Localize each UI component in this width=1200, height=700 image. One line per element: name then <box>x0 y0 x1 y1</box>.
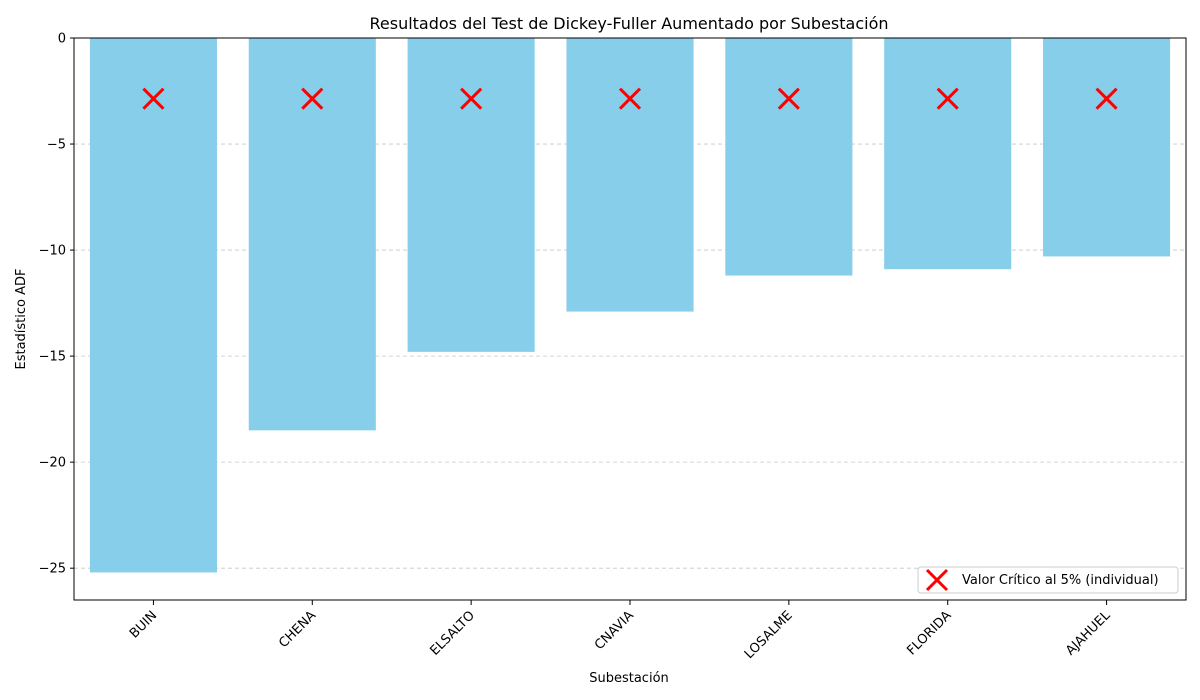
markers <box>142 87 1118 110</box>
y-axis-label: Estadístico ADF <box>14 268 29 369</box>
y-tick-label: −20 <box>39 456 66 471</box>
x-tick-label-losalme: LOSALME <box>742 608 796 662</box>
x-tick-label-ajahuel: AJAHUEL <box>1063 608 1114 659</box>
bar-florida <box>884 38 1012 270</box>
marker-stroke <box>1095 87 1118 110</box>
critical-value-marker-ajahuel <box>1095 87 1118 110</box>
y-tick-label: 0 <box>58 32 66 47</box>
critical-value-marker-cnavia <box>618 87 642 110</box>
x-tick-label-florida: FLORIDA <box>904 608 954 658</box>
legend: Valor Crítico al 5% (individual) <box>917 566 1179 594</box>
critical-value-marker-florida <box>936 87 959 110</box>
legend-marker-x <box>925 568 949 592</box>
y-tick-label: −15 <box>39 350 66 365</box>
marker-stroke <box>925 568 949 592</box>
legend-box <box>917 566 1179 594</box>
bar-cnavia <box>566 38 694 312</box>
bars <box>89 38 1171 573</box>
y-axis: 0 −5 −10 −15 −20 −25 <box>39 32 74 577</box>
chart-title: Resultados del Test de Dickey-Fuller Aum… <box>369 14 888 33</box>
critical-value-marker-chena <box>301 87 324 110</box>
critical-value-marker-elsalto <box>460 87 483 110</box>
x-tick-label-chena: CHENA <box>276 608 319 651</box>
x-axis: BUIN CHENA ELSALTO CNAVIA LOSALME FLORIDA AJAH… <box>127 600 1114 662</box>
bar-elsalto <box>407 38 535 352</box>
x-axis-label: Subestación <box>589 671 669 686</box>
critical-value-marker-buin <box>142 87 165 110</box>
bar-chena <box>248 38 376 431</box>
y-tick-label: −10 <box>39 244 66 259</box>
legend-marker <box>925 568 949 592</box>
x-tick-label-cnavia: CNAVIA <box>592 608 637 653</box>
bar-losalme <box>725 38 853 276</box>
critical-value-marker-losalme <box>777 87 800 110</box>
marker-stroke <box>301 87 324 110</box>
marker-stroke <box>618 87 642 110</box>
bar-ajahuel <box>1043 38 1171 257</box>
marker-stroke <box>142 87 165 110</box>
marker-stroke <box>777 87 800 110</box>
bar-buin <box>89 38 217 573</box>
marker-stroke <box>936 87 959 110</box>
x-tick-label-buin: BUIN <box>127 608 160 641</box>
x-tick-label-elsalto: ELSALTO <box>427 608 478 659</box>
legend-label: Valor Crítico al 5% (individual) <box>962 573 1159 588</box>
y-tick-label: −5 <box>47 138 66 153</box>
y-tick-label: −25 <box>39 562 66 577</box>
marker-stroke <box>460 87 483 110</box>
